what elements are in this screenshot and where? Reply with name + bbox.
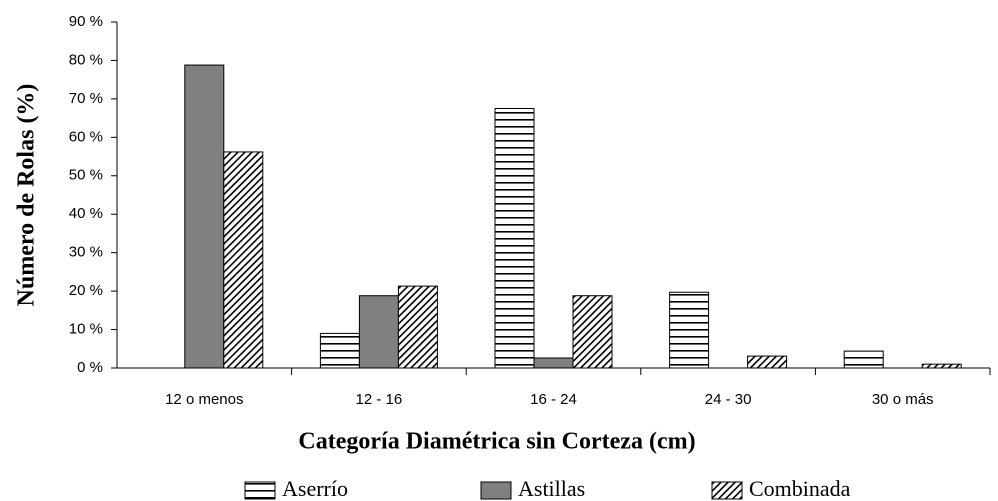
bar	[669, 291, 710, 369]
y-tick-label: 0 %	[77, 359, 103, 376]
bar	[921, 363, 962, 369]
legend-swatch	[244, 481, 276, 500]
bar	[184, 64, 225, 369]
bar	[843, 350, 884, 369]
bar	[572, 295, 613, 369]
x-tick-label: 16 - 24	[530, 391, 577, 408]
y-axis-label: Número de Rolas (%)	[14, 84, 40, 307]
bar	[747, 355, 788, 369]
y-tick-label: 10 %	[69, 321, 103, 338]
y-tick-label: 20 %	[69, 282, 103, 299]
x-tick-label: 12 - 16	[356, 391, 403, 408]
x-tick-label: 24 - 30	[705, 391, 752, 408]
legend-label: Combinada	[749, 476, 851, 501]
y-tick-label: 80 %	[69, 51, 103, 68]
y-tick-label: 40 %	[69, 205, 103, 222]
x-axis-label: Categoría Diamétrica sin Corteza (cm)	[298, 429, 695, 455]
y-tick-label: 90 %	[69, 13, 103, 30]
bar	[358, 295, 399, 369]
bar	[223, 151, 264, 369]
bar	[533, 357, 574, 369]
legend-swatch	[480, 481, 512, 500]
y-tick-label: 70 %	[69, 90, 103, 107]
x-tick-label: 30 o más	[872, 391, 934, 408]
x-tick-label: 12 o menos	[165, 391, 243, 408]
legend-swatch	[711, 481, 743, 500]
y-tick-label: 50 %	[69, 167, 103, 184]
y-tick-label: 60 %	[69, 128, 103, 145]
legend-label: Astillas	[518, 476, 585, 501]
y-tick-label: 30 %	[69, 244, 103, 261]
legend-label: Aserrío	[282, 476, 348, 501]
bar	[319, 332, 360, 369]
bar	[397, 285, 438, 369]
bar	[494, 108, 535, 369]
